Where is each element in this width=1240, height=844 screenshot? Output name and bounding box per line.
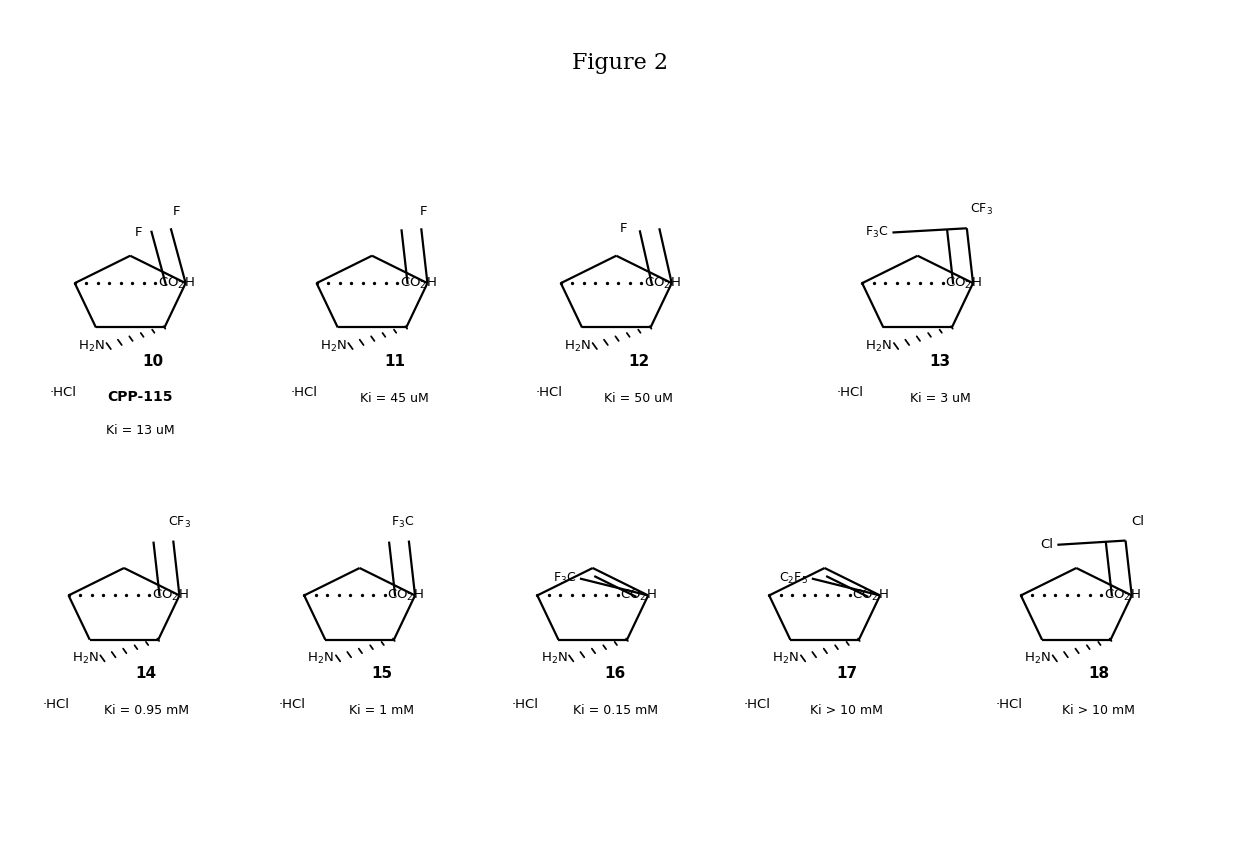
Text: $\mathregular{F_3C}$: $\mathregular{F_3C}$	[553, 571, 577, 586]
Text: $\mathregular{CO_2H}$: $\mathregular{CO_2H}$	[151, 588, 188, 603]
Text: 13: 13	[929, 354, 951, 369]
Text: ·HCl: ·HCl	[744, 698, 770, 711]
Text: $\mathregular{F_3C}$: $\mathregular{F_3C}$	[391, 515, 414, 529]
Text: ·HCl: ·HCl	[512, 698, 538, 711]
Text: 10: 10	[141, 354, 164, 369]
Text: Ki = 1 mM: Ki = 1 mM	[350, 704, 414, 717]
Text: F: F	[420, 205, 428, 218]
Text: $\mathregular{CF_3}$: $\mathregular{CF_3}$	[970, 203, 993, 217]
Text: $\mathregular{CF_3}$: $\mathregular{CF_3}$	[167, 515, 191, 529]
Text: $\mathregular{H_2N}$: $\mathregular{H_2N}$	[866, 338, 893, 354]
Text: 17: 17	[836, 666, 858, 681]
Text: ·HCl: ·HCl	[536, 386, 562, 399]
Text: $\mathregular{H_2N}$: $\mathregular{H_2N}$	[1024, 651, 1052, 666]
Text: 15: 15	[371, 666, 393, 681]
Text: ·HCl: ·HCl	[837, 386, 863, 399]
Text: 18: 18	[1087, 666, 1110, 681]
Text: $\mathregular{CO_2H}$: $\mathregular{CO_2H}$	[387, 588, 424, 603]
Text: Ki = 45 uM: Ki = 45 uM	[360, 392, 429, 405]
Text: $\mathregular{H_2N}$: $\mathregular{H_2N}$	[773, 651, 800, 666]
Text: Ki = 13 uM: Ki = 13 uM	[105, 424, 175, 437]
Text: 16: 16	[604, 666, 626, 681]
Text: Ki = 3 uM: Ki = 3 uM	[910, 392, 970, 405]
Text: ·HCl: ·HCl	[43, 698, 69, 711]
Text: $\mathregular{CO_2H}$: $\mathregular{CO_2H}$	[399, 276, 436, 290]
Text: CPP-115: CPP-115	[108, 390, 172, 403]
Text: $\mathregular{CO_2H}$: $\mathregular{CO_2H}$	[620, 588, 657, 603]
Text: Figure 2: Figure 2	[572, 52, 668, 74]
Text: ·HCl: ·HCl	[50, 386, 76, 399]
Text: F: F	[135, 226, 143, 239]
Text: Ki > 10 mM: Ki > 10 mM	[811, 704, 883, 717]
Text: Ki > 10 mM: Ki > 10 mM	[1063, 704, 1135, 717]
Text: ·HCl: ·HCl	[996, 698, 1022, 711]
Text: $\mathregular{H_2N}$: $\mathregular{H_2N}$	[541, 651, 568, 666]
Text: $\mathregular{H_2N}$: $\mathregular{H_2N}$	[564, 338, 591, 354]
Text: ·HCl: ·HCl	[291, 386, 317, 399]
Text: 14: 14	[135, 666, 157, 681]
Text: Cl: Cl	[1131, 516, 1145, 528]
Text: Cl: Cl	[1040, 538, 1054, 551]
Text: $\mathregular{F_3C}$: $\mathregular{F_3C}$	[866, 225, 889, 240]
Text: Ki = 50 uM: Ki = 50 uM	[604, 392, 673, 405]
Text: $\mathregular{H_2N}$: $\mathregular{H_2N}$	[78, 338, 105, 354]
Text: $\mathregular{CO_2H}$: $\mathregular{CO_2H}$	[1104, 588, 1141, 603]
Text: $\mathregular{CO_2H}$: $\mathregular{CO_2H}$	[945, 276, 982, 290]
Text: 12: 12	[627, 354, 650, 369]
Text: $\mathregular{H_2N}$: $\mathregular{H_2N}$	[72, 651, 99, 666]
Text: F: F	[174, 205, 181, 218]
Text: Ki = 0.15 mM: Ki = 0.15 mM	[573, 704, 657, 717]
Text: 11: 11	[384, 354, 404, 369]
Text: $\mathregular{H_2N}$: $\mathregular{H_2N}$	[320, 338, 347, 354]
Text: $\mathregular{C_2F_5}$: $\mathregular{C_2F_5}$	[779, 571, 808, 586]
Text: F: F	[620, 222, 627, 235]
Text: $\mathregular{CO_2H}$: $\mathregular{CO_2H}$	[644, 276, 681, 290]
Text: ·HCl: ·HCl	[279, 698, 305, 711]
Text: $\mathregular{H_2N}$: $\mathregular{H_2N}$	[308, 651, 335, 666]
Text: Ki = 0.95 mM: Ki = 0.95 mM	[104, 704, 188, 717]
Text: $\mathregular{CO_2H}$: $\mathregular{CO_2H}$	[852, 588, 889, 603]
Text: $\mathregular{CO_2H}$: $\mathregular{CO_2H}$	[157, 276, 195, 290]
